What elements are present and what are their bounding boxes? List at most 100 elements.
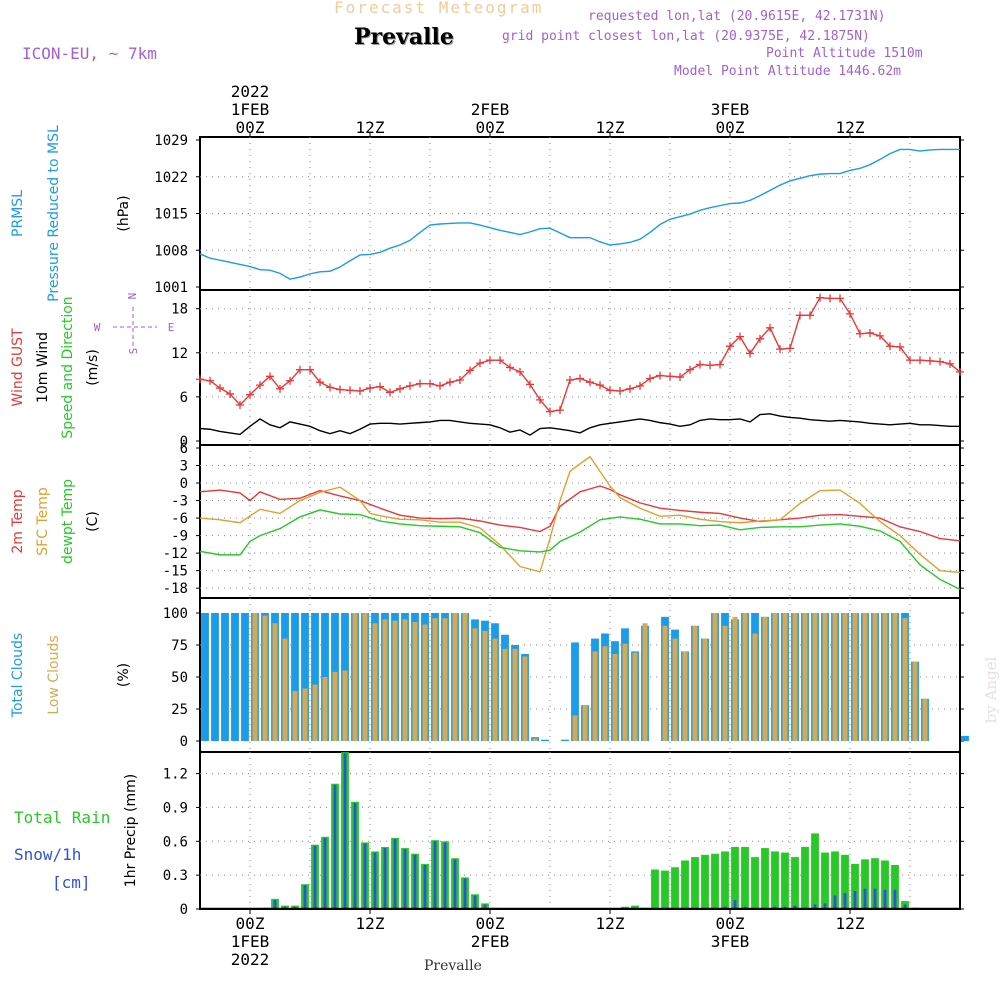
wind-panel: 0 6 12 18 Wind GUST 10m Wind Speed and Directi… <box>10 289 964 450</box>
precip-panel: 0 0.3 0.6 0.9 1.2 1hr Precip (mm) Total Rain Sn… <box>14 751 964 918</box>
top-time-label: 2022 <box>231 82 270 101</box>
y-tick-label: -9 <box>171 529 188 545</box>
precip-side-label: Snow/1h <box>14 845 81 864</box>
precip-bar <box>383 848 387 909</box>
gust-marker <box>576 374 584 383</box>
clouds-bar <box>311 613 319 741</box>
clouds-bar <box>762 616 768 741</box>
precip-bar <box>303 885 307 909</box>
y-tick-label: 25 <box>171 702 188 718</box>
clouds-bar <box>432 618 438 741</box>
gust-marker <box>926 356 934 365</box>
gust-marker <box>276 384 284 393</box>
gust-marker <box>706 361 714 370</box>
gust-marker <box>676 373 684 382</box>
model-label: ICON-EU, ~ 7km <box>22 44 157 63</box>
clouds-bar <box>252 613 258 741</box>
gust-marker <box>746 349 754 358</box>
precip-bar <box>443 842 447 909</box>
bottom-time-label: 00Z <box>476 914 505 933</box>
clouds-bar <box>622 643 628 741</box>
precip-bar <box>323 837 327 909</box>
bottom-time-label: 2022 <box>231 950 270 969</box>
precip-bar <box>711 853 719 909</box>
precip-bar <box>403 849 407 909</box>
precip-bar <box>843 893 847 909</box>
precip-bar <box>891 864 899 909</box>
pressure-axis-label: (hPa) <box>116 195 132 231</box>
bottom-time-label: 12Z <box>356 914 385 933</box>
gust-marker <box>586 378 594 387</box>
gust-marker <box>316 378 324 387</box>
wind-compass: N S W E <box>94 293 175 355</box>
y-tick-label: 1015 <box>154 207 188 223</box>
wind-axis-label: 10m Wind <box>35 332 51 403</box>
temperature-series-line <box>199 455 961 574</box>
top-time-label: 00Z <box>476 118 505 137</box>
axis-label-part: Speed and Direction <box>60 296 76 438</box>
clouds-bar <box>462 613 468 741</box>
gust-marker <box>806 311 814 320</box>
gust-marker <box>416 379 424 388</box>
requested-coordinates: requested lon,lat (20.9615E, 42.1731N) <box>588 9 886 24</box>
temperature-axis-label: dewpt Temp <box>60 479 76 564</box>
precip-bar <box>771 851 779 909</box>
clouds-bar <box>582 705 588 741</box>
precip-bar <box>903 904 907 909</box>
top-time-label: 12Z <box>596 118 625 137</box>
station-title: Prevalle <box>354 24 454 50</box>
clouds-bar <box>772 613 778 741</box>
top-time-label: 12Z <box>356 118 385 137</box>
clouds-bar <box>961 735 969 741</box>
precip-bar <box>811 833 819 909</box>
clouds-bar <box>332 671 338 741</box>
clouds-bar <box>201 613 209 741</box>
temperature-axis-label: 2m Temp <box>10 489 26 553</box>
gust-marker <box>376 382 384 391</box>
clouds-bar <box>402 619 408 741</box>
y-tick-label: 1022 <box>154 170 188 186</box>
compass-east: E <box>168 321 175 334</box>
gust-marker <box>446 378 454 387</box>
precip-bar <box>343 753 347 909</box>
precip-bar <box>413 854 417 909</box>
precip-bar <box>761 848 769 909</box>
temperature-axis-label: (C) <box>85 511 101 532</box>
precip-axis-label: 1hr Precip (mm) <box>123 774 139 887</box>
gust-marker <box>946 359 954 368</box>
gust-marker <box>486 356 494 365</box>
gust-marker <box>526 380 534 389</box>
y-tick-label: 50 <box>171 670 188 686</box>
axis-label-part: Low Clouds <box>46 635 62 714</box>
clouds-bar <box>412 621 418 741</box>
clouds-bar <box>692 625 698 741</box>
bottom-time-label: 00Z <box>716 914 745 933</box>
wind-series-line <box>199 296 961 413</box>
clouds-bar <box>342 670 348 741</box>
gust-marker <box>456 375 464 384</box>
gust-marker <box>516 367 524 376</box>
clouds-bar <box>832 613 838 741</box>
gust-marker <box>846 309 854 318</box>
precip-bar <box>751 857 759 909</box>
precip-bar <box>733 899 737 909</box>
gust-marker <box>726 342 734 351</box>
clouds-bar <box>642 623 648 741</box>
top-time-label: 3FEB <box>711 100 750 119</box>
compass-west: W <box>94 321 101 334</box>
y-tick-label: -18 <box>163 581 188 597</box>
precip-bar <box>881 860 889 909</box>
gust-marker <box>226 389 234 398</box>
gust-marker <box>426 379 434 388</box>
precip-bar <box>861 859 869 909</box>
clouds-bar <box>241 613 249 741</box>
bottom-time-label: 00Z <box>236 914 265 933</box>
clouds-bar <box>862 613 868 741</box>
precip-bar <box>873 888 877 909</box>
clouds-bar <box>442 618 448 741</box>
gust-marker <box>796 311 804 320</box>
clouds-bar <box>452 613 458 741</box>
y-tick-label: 0 <box>180 734 188 750</box>
